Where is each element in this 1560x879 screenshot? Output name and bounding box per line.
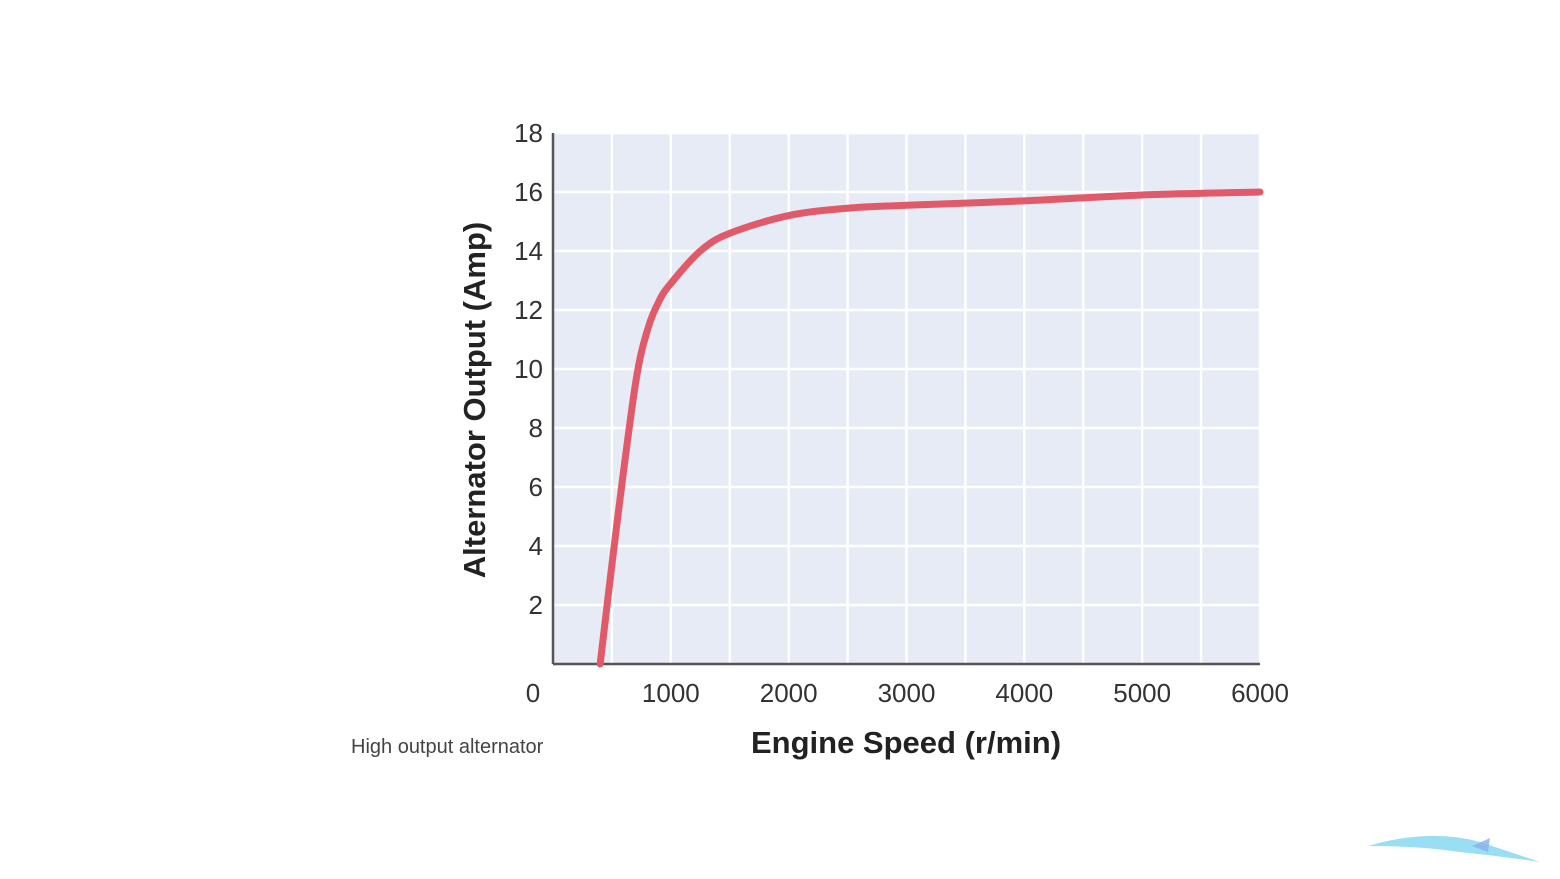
x-tick-label: 2000 [760,678,818,708]
annotation-high-output-alternator: High output alternator [351,736,544,758]
x-tick-label: 6000 [1231,678,1289,708]
x-tick-labels: 0 1000 2000 3000 4000 5000 6000 [526,678,1289,708]
x-tick-label: 3000 [878,678,936,708]
y-tick-label: 14 [514,236,543,266]
x-tick-label: 1000 [642,678,700,708]
y-tick-label: 6 [529,472,543,502]
y-tick-label: 10 [514,354,543,384]
y-tick-label: 4 [529,531,543,561]
y-tick-label: 8 [529,413,543,443]
y-tick-label: 2 [529,590,543,620]
y-tick-label: 16 [514,177,543,207]
y-tick-labels: 2 4 6 8 10 12 14 16 18 [514,118,543,620]
x-tick-label: 4000 [995,678,1053,708]
y-tick-label: 18 [514,118,543,148]
y-tick-label: 12 [514,295,543,325]
y-axis-label: Alternator Output (Amp) [457,222,492,578]
series-line-high-output-alternator [596,188,1264,668]
x-tick-label: 0 [526,678,540,708]
x-tick-label: 5000 [1113,678,1171,708]
x-axis-label: Engine Speed (r/min) [751,725,1061,760]
watermark-logo [1368,835,1540,862]
